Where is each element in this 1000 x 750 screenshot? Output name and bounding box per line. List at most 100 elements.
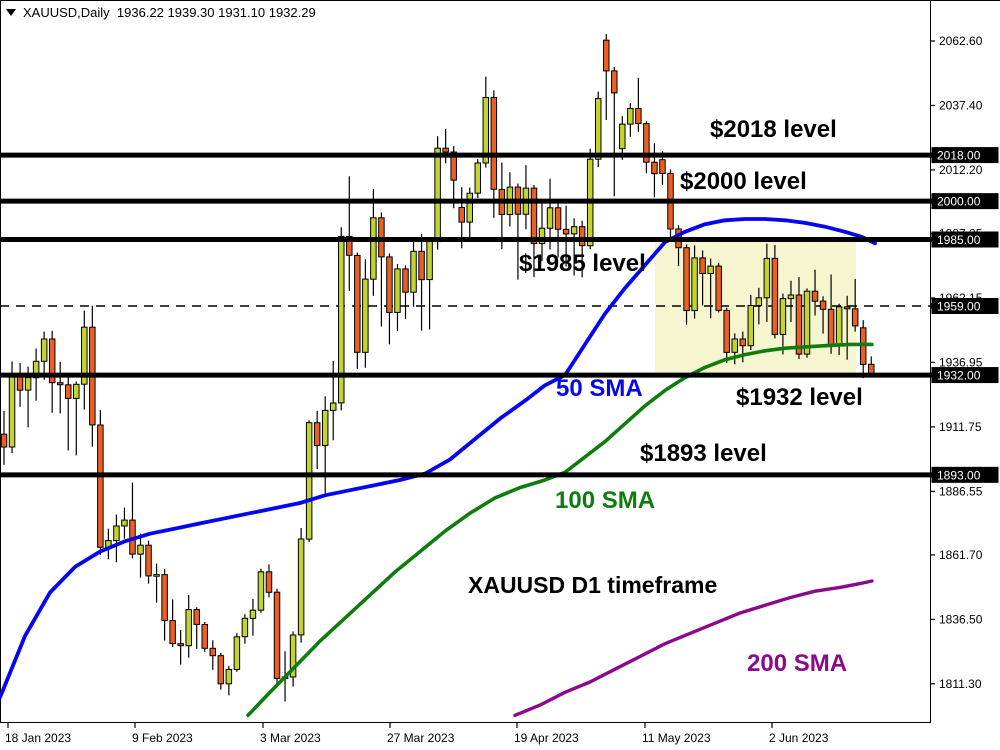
svg-text:1985.00: 1985.00 xyxy=(937,233,981,247)
bear-candle xyxy=(354,254,361,353)
svg-text:18 Jan 2023: 18 Jan 2023 xyxy=(5,731,71,745)
bear-candle xyxy=(530,187,538,245)
bear-candle xyxy=(554,207,562,230)
bear-candle xyxy=(715,265,722,311)
bull-candle xyxy=(113,525,120,542)
bull-candle xyxy=(787,294,795,300)
bear-candle xyxy=(827,308,835,346)
candlestick-series xyxy=(0,34,875,702)
bear-candle xyxy=(145,544,152,577)
bull-candle xyxy=(763,257,771,299)
bull-candle xyxy=(755,297,763,306)
bull-candle xyxy=(338,235,345,404)
bull-candle xyxy=(32,360,40,379)
sma-200-line xyxy=(513,579,874,717)
bull-candle xyxy=(835,306,843,346)
bear-candle xyxy=(603,39,610,72)
svg-text:2037.40: 2037.40 xyxy=(939,98,983,112)
bear-candle xyxy=(578,226,586,247)
bull-candle xyxy=(24,377,32,391)
bull-candle xyxy=(121,519,128,527)
bear-candle xyxy=(771,257,779,335)
bull-candle xyxy=(321,409,329,446)
bull-candle xyxy=(40,338,48,362)
bull-candle xyxy=(546,207,554,229)
annotation-text: 100 SMA xyxy=(555,487,655,514)
bull-candle xyxy=(731,338,738,353)
bear-candle xyxy=(56,382,64,386)
sma-100-line xyxy=(246,342,874,718)
bull-candle xyxy=(426,241,433,281)
price-label-box xyxy=(931,298,999,315)
bull-candle xyxy=(627,108,634,125)
svg-text:1936.95: 1936.95 xyxy=(939,355,983,369)
bear-candle xyxy=(217,655,225,685)
bull-candle xyxy=(594,98,602,160)
annotation-text: $1932 level xyxy=(736,384,863,411)
bear-candle xyxy=(273,591,281,679)
annotation-text: $1985 level xyxy=(519,250,646,277)
price-label-box xyxy=(931,466,999,483)
bull-candle xyxy=(289,634,297,678)
bull-candle xyxy=(137,544,144,555)
bear-candle xyxy=(723,309,730,353)
svg-text:1893.00: 1893.00 xyxy=(937,468,981,482)
annotation-text: $1893 level xyxy=(640,440,767,467)
chart-frame xyxy=(0,0,1000,723)
bear-candle xyxy=(64,384,72,399)
price-label-box xyxy=(931,193,999,210)
svg-text:3 Mar 2023: 3 Mar 2023 xyxy=(260,731,321,745)
annotations: $2018 level $2000 level $1985 level 50 SMA $… xyxy=(468,116,863,677)
price-label-box xyxy=(931,147,999,164)
svg-text:2012.20: 2012.20 xyxy=(939,163,983,177)
bear-candle xyxy=(562,228,570,235)
bull-candle xyxy=(707,265,714,275)
bear-candle xyxy=(458,207,465,223)
bear-candle xyxy=(659,159,666,174)
bear-candle xyxy=(201,624,208,649)
bull-candle xyxy=(370,217,377,280)
bear-candle xyxy=(699,257,706,274)
svg-text:11 May 2023: 11 May 2023 xyxy=(642,731,711,745)
bear-candle xyxy=(265,571,273,593)
sma-50-line xyxy=(0,217,877,700)
annotation-text: 50 SMA xyxy=(556,375,643,402)
svg-text:1886.55: 1886.55 xyxy=(939,484,983,498)
bull-candle xyxy=(747,305,755,347)
symbol-ohlc-text: XAUUSD,Daily 1936.22 1939.30 1931.10 193… xyxy=(23,5,316,20)
bull-candle xyxy=(185,609,192,647)
bear-candle xyxy=(739,338,747,347)
bear-candle xyxy=(843,306,851,310)
bull-candle xyxy=(329,402,337,411)
bull-candle xyxy=(482,97,490,164)
bull-candle xyxy=(81,326,88,385)
annotation-text: 200 SMA xyxy=(747,650,847,677)
svg-text:2 Jun 2023: 2 Jun 2023 xyxy=(769,731,829,745)
bear-candle xyxy=(490,97,498,190)
price-label-boxes: 2018.00 2000.00 1985.00 1959.00 1932.00 1893.… xyxy=(930,147,999,483)
bull-candle xyxy=(570,226,578,235)
bull-candle xyxy=(538,227,546,244)
bear-candle xyxy=(161,574,168,622)
bear-candle xyxy=(450,151,457,181)
bull-candle xyxy=(305,422,313,540)
bull-candle xyxy=(233,636,241,670)
annotation-text: XAUUSD D1 timeframe xyxy=(468,572,717,598)
bull-candle xyxy=(394,268,401,313)
bear-candle xyxy=(313,422,321,447)
bear-candle xyxy=(97,424,104,548)
dropdown-triangle-icon xyxy=(6,9,16,16)
price-label-box xyxy=(931,367,999,384)
svg-text:9 Feb 2023: 9 Feb 2023 xyxy=(132,731,193,745)
bear-candle xyxy=(683,247,690,312)
svg-text:2018.00: 2018.00 xyxy=(937,149,981,163)
bear-candle xyxy=(169,620,176,645)
bull-candle xyxy=(225,669,233,685)
svg-text:1932.00: 1932.00 xyxy=(937,369,981,383)
bear-candle xyxy=(418,250,425,281)
bear-candle xyxy=(48,338,56,384)
bull-candle xyxy=(241,617,249,638)
svg-text:2000.00: 2000.00 xyxy=(937,195,981,209)
